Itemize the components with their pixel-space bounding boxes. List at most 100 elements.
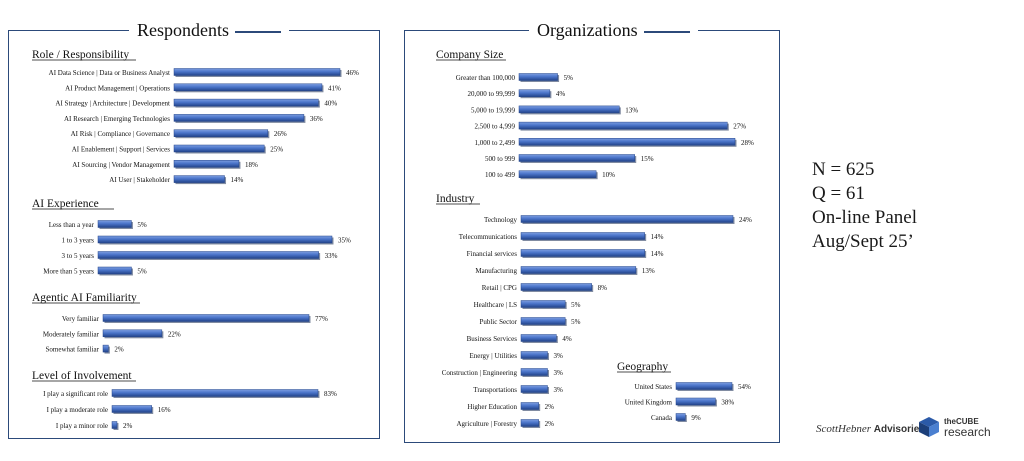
chart-title: Role / Responsibility bbox=[32, 49, 129, 61]
category-label: Business Services bbox=[467, 335, 518, 343]
data-label: 54% bbox=[738, 383, 751, 391]
bar bbox=[675, 397, 716, 406]
cube-bottom-text: research bbox=[944, 425, 991, 439]
bar bbox=[675, 413, 686, 421]
category-label: 100 to 499 bbox=[485, 171, 515, 179]
category-label: AI Sourcing | Vendor Management bbox=[72, 161, 170, 169]
advisories-script: ScottHebner bbox=[816, 423, 871, 435]
bar bbox=[518, 170, 597, 178]
bar bbox=[520, 334, 557, 342]
category-label: Transportations bbox=[473, 386, 517, 394]
bar bbox=[520, 300, 566, 308]
data-label: 5% bbox=[571, 301, 581, 309]
thecube-logo: theCUBE research bbox=[918, 416, 991, 438]
chart-title: Agentic AI Familiarity bbox=[32, 292, 137, 304]
data-label: 83% bbox=[324, 390, 337, 398]
bar bbox=[173, 114, 305, 122]
bar bbox=[97, 266, 132, 275]
chart-title: Company Size bbox=[436, 49, 503, 61]
bar bbox=[675, 382, 733, 390]
category-label: Telecommunications bbox=[459, 233, 517, 241]
data-label: 2% bbox=[545, 403, 555, 411]
data-label: 27% bbox=[733, 123, 746, 131]
bar bbox=[111, 389, 319, 397]
sample-size: N = 625 bbox=[812, 159, 875, 180]
bar bbox=[520, 317, 566, 325]
category-label: Energy | Utilities bbox=[469, 352, 517, 360]
category-label: More than 5 years bbox=[43, 268, 94, 276]
category-label: United States bbox=[634, 383, 672, 391]
category-label: Canada bbox=[651, 414, 673, 422]
bar bbox=[97, 220, 132, 228]
data-label: 3% bbox=[554, 369, 564, 377]
category-label: Financial services bbox=[467, 250, 518, 258]
organizations-panel: Organizations bbox=[404, 20, 780, 443]
survey-date: Aug/Sept 25’ bbox=[812, 231, 914, 252]
category-label: Healthcare | LS bbox=[474, 301, 517, 309]
bar bbox=[520, 351, 548, 359]
data-label: 2% bbox=[114, 346, 124, 354]
category-label: 20,000 to 99,999 bbox=[468, 90, 516, 98]
category-label: 1 to 3 years bbox=[62, 237, 95, 245]
title-rule bbox=[643, 31, 690, 33]
data-label: 28% bbox=[741, 139, 754, 147]
data-label: 5% bbox=[137, 221, 147, 229]
category-label: AI User | Stakeholder bbox=[109, 176, 170, 184]
advisories-word: Advisories bbox=[873, 424, 925, 435]
category-label: AI Risk | Compliance | Governance bbox=[71, 130, 170, 138]
organizations-title: Organizations bbox=[537, 20, 638, 40]
bar bbox=[520, 266, 637, 274]
data-label: 24% bbox=[739, 216, 752, 224]
cube-top-text: theCUBE bbox=[944, 417, 979, 426]
question-count: Q = 61 bbox=[812, 183, 865, 204]
data-label: 2% bbox=[545, 420, 555, 428]
bar bbox=[173, 68, 341, 76]
data-label: 16% bbox=[158, 406, 171, 414]
data-label: 13% bbox=[625, 106, 638, 114]
chart-title: AI Experience bbox=[32, 198, 99, 210]
bar bbox=[102, 314, 310, 322]
category-label: Higher Education bbox=[467, 403, 517, 411]
data-label: 9% bbox=[691, 414, 701, 422]
category-label: Retail | CPG bbox=[482, 284, 517, 292]
category-label: AI Research | Emerging Technologies bbox=[64, 115, 170, 123]
category-label: AI Product Management | Operations bbox=[65, 84, 170, 92]
bar bbox=[520, 249, 645, 257]
data-label: 5% bbox=[571, 318, 581, 326]
data-label: 10% bbox=[602, 171, 615, 179]
bar bbox=[518, 121, 728, 130]
data-label: 18% bbox=[245, 161, 258, 169]
data-label: 22% bbox=[168, 330, 181, 338]
bar bbox=[173, 175, 225, 183]
bar bbox=[518, 138, 736, 146]
respondents-title: Respondents bbox=[137, 20, 229, 40]
category-label: 3 to 5 years bbox=[62, 252, 95, 260]
organizations-title-wrap: Organizations bbox=[529, 20, 698, 41]
data-label: 15% bbox=[641, 155, 654, 163]
category-label: Greater than 100,000 bbox=[456, 74, 516, 82]
data-label: 3% bbox=[554, 352, 564, 360]
bar bbox=[97, 235, 333, 244]
category-label: 2,500 to 4,999 bbox=[475, 123, 516, 131]
bar bbox=[173, 129, 269, 137]
advisories-logo: ScottHebner Advisories bbox=[816, 423, 925, 435]
chart-title: Industry bbox=[436, 193, 475, 205]
data-label: 26% bbox=[274, 130, 287, 138]
data-label: 5% bbox=[137, 268, 147, 276]
bar bbox=[520, 385, 548, 393]
data-label: 40% bbox=[324, 100, 337, 108]
bar bbox=[518, 73, 558, 81]
data-label: 14% bbox=[231, 176, 244, 184]
bar bbox=[173, 144, 265, 153]
data-label: 13% bbox=[642, 267, 655, 275]
data-label: 38% bbox=[721, 399, 734, 407]
data-label: 33% bbox=[325, 252, 338, 260]
data-label: 8% bbox=[598, 284, 608, 292]
cube-icon bbox=[918, 416, 940, 438]
category-label: I play a minor role bbox=[56, 422, 108, 430]
data-label: 14% bbox=[651, 233, 664, 241]
bar bbox=[520, 215, 734, 223]
category-label: 500 to 999 bbox=[485, 155, 515, 163]
category-label: Somewhat familiar bbox=[46, 346, 100, 354]
